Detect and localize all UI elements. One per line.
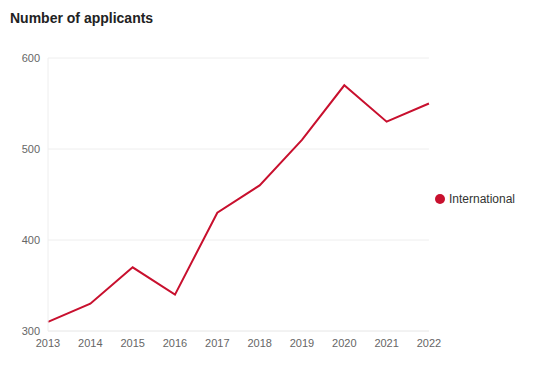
svg-text:2013: 2013 xyxy=(36,337,60,349)
svg-text:400: 400 xyxy=(22,234,40,246)
svg-text:300: 300 xyxy=(22,325,40,337)
svg-text:2015: 2015 xyxy=(120,337,144,349)
svg-text:2019: 2019 xyxy=(290,337,314,349)
html-text:International: International xyxy=(449,191,515,206)
svg-text:2021: 2021 xyxy=(374,337,398,349)
svg-text:2018: 2018 xyxy=(247,337,271,349)
html-text:Number of applicants: Number of applicants xyxy=(10,10,154,26)
svg-text:2017: 2017 xyxy=(205,337,229,349)
svg-text:2014: 2014 xyxy=(78,337,102,349)
svg-text:600: 600 xyxy=(22,52,40,64)
svg-text:500: 500 xyxy=(22,143,40,155)
svg-text:2016: 2016 xyxy=(163,337,187,349)
svg-text:2020: 2020 xyxy=(332,337,356,349)
svg-text:2022: 2022 xyxy=(417,337,441,349)
